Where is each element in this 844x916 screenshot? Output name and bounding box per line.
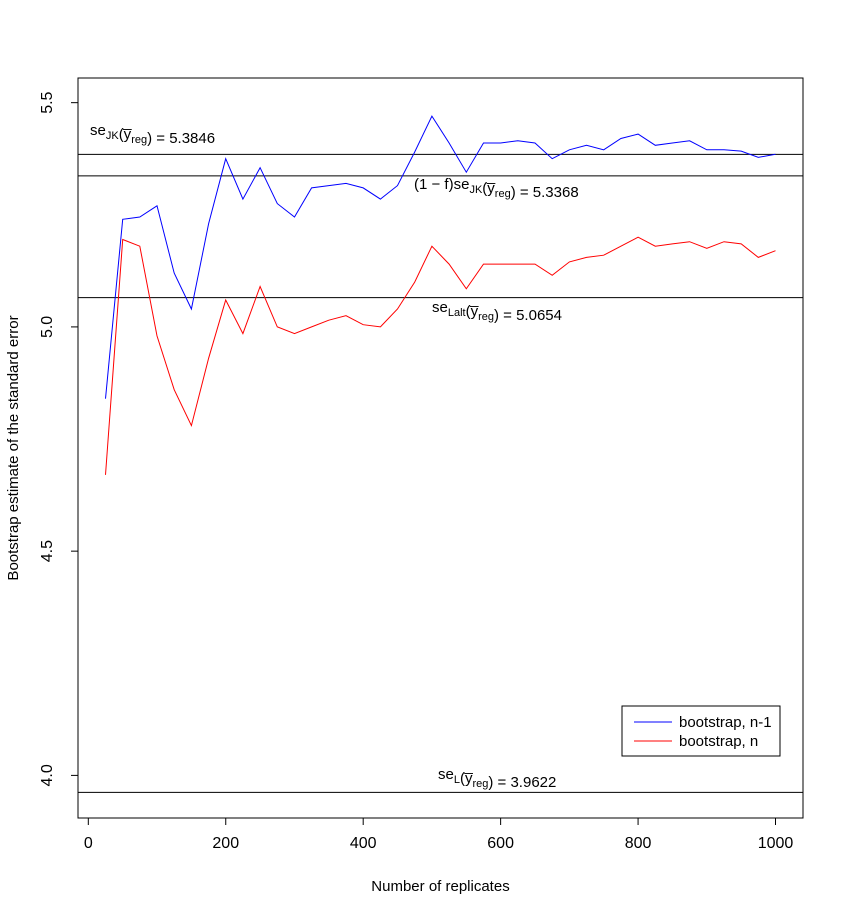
reference-label-2: seLalt(y̅reg) = 5.0654 xyxy=(432,299,562,324)
legend-label-1: bootstrap, n xyxy=(679,733,758,750)
series-line-0 xyxy=(105,115,776,399)
reference-label-1: (1 − f)seJK(y̅reg) = 5.3368 xyxy=(414,176,579,201)
x-tick-label-3: 600 xyxy=(487,835,514,852)
x-tick-label-4: 800 xyxy=(625,835,652,852)
annotations: seJK(y̅reg) = 5.3846 (1 − f)seJK(y̅reg) =… xyxy=(90,122,579,791)
x-axis: 0 200 400 600 800 1000 xyxy=(84,817,794,852)
series-lines xyxy=(105,115,776,475)
legend-label-0: bootstrap, n-1 xyxy=(679,714,772,731)
legend: bootstrap, n-1 bootstrap, n xyxy=(621,705,781,757)
reference-lines xyxy=(78,153,803,793)
legend-box xyxy=(621,705,781,757)
y-tick-label-1: 4.5 xyxy=(39,540,56,562)
x-tick-label-5: 1000 xyxy=(758,835,794,852)
x-axis-title: Number of replicates xyxy=(371,878,509,895)
reference-label-3: seL(y̅reg) = 3.9622 xyxy=(438,766,556,791)
x-tick-label-2: 400 xyxy=(350,835,377,852)
series-line-1 xyxy=(105,236,776,475)
y-tick-label-0: 4.0 xyxy=(39,764,56,786)
reference-label-0: seJK(y̅reg) = 5.3846 xyxy=(90,122,215,147)
y-tick-label-3: 5.5 xyxy=(39,91,56,113)
x-tick-label-0: 0 xyxy=(84,835,93,852)
x-tick-label-1: 200 xyxy=(212,835,239,852)
y-axis: 4.0 4.5 5.0 5.5 xyxy=(39,91,79,787)
y-axis-title: Bootstrap estimate of the standard error xyxy=(5,315,22,580)
y-tick-label-2: 5.0 xyxy=(39,316,56,338)
